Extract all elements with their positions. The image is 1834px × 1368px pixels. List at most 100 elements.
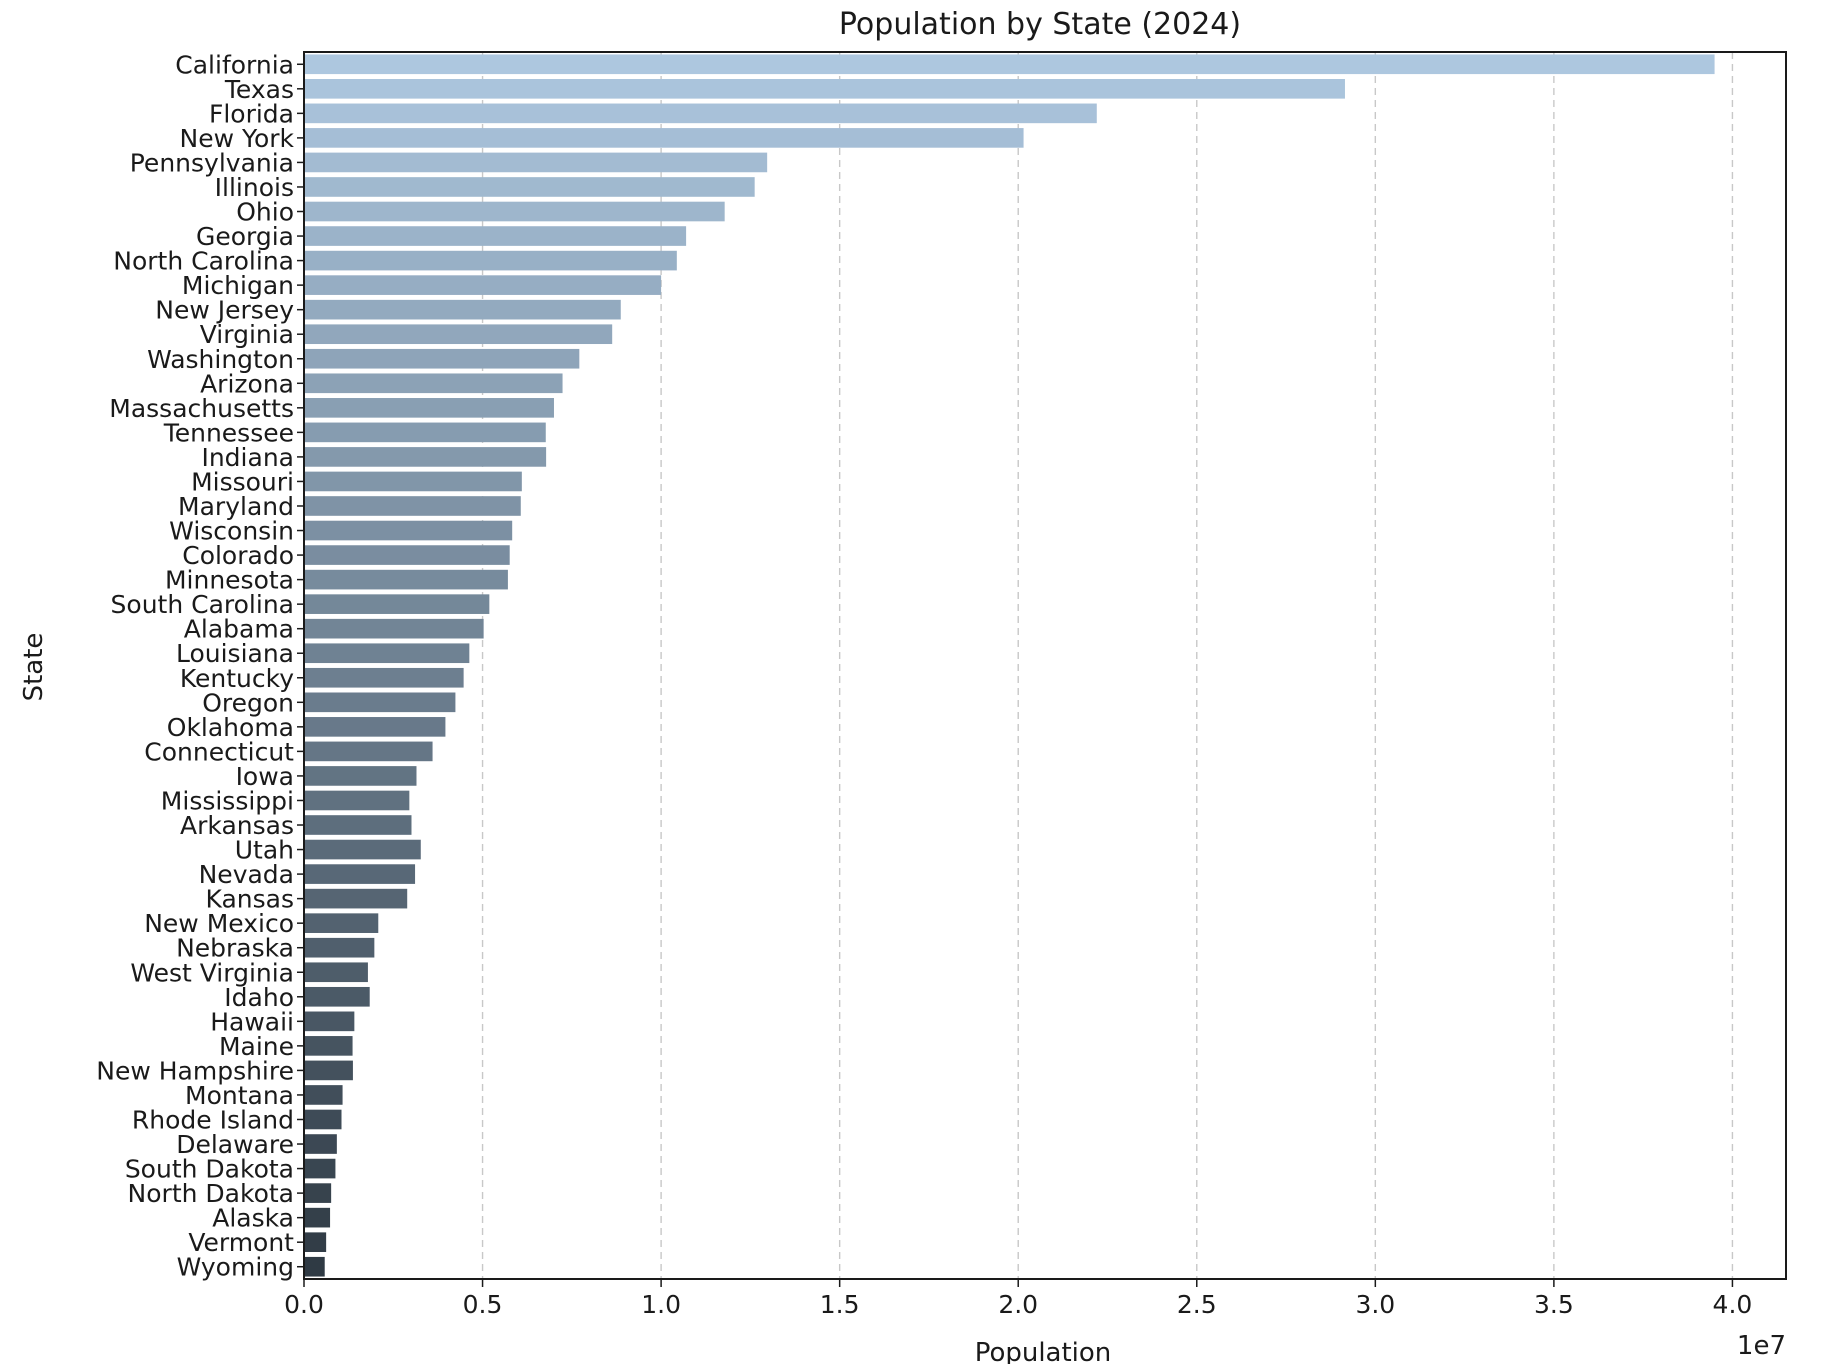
bar bbox=[304, 913, 379, 933]
x-tick-label: 1.5 bbox=[820, 1290, 860, 1319]
bar bbox=[304, 1060, 353, 1081]
bar bbox=[304, 496, 521, 516]
y-tick-label: North Dakota bbox=[128, 1179, 294, 1208]
y-tick-label: Kansas bbox=[206, 885, 295, 914]
bar bbox=[304, 471, 522, 492]
bar bbox=[304, 177, 755, 197]
y-tick-label: North Carolina bbox=[113, 247, 294, 276]
y-tick-label: Washington bbox=[147, 345, 294, 374]
bar bbox=[304, 54, 1715, 75]
y-tick-label: Utah bbox=[235, 836, 294, 865]
bar bbox=[304, 1036, 353, 1056]
bar bbox=[304, 447, 547, 467]
y-tick-label: New Mexico bbox=[144, 909, 294, 938]
bar bbox=[304, 78, 1345, 99]
x-tick-label: 2.5 bbox=[1177, 1290, 1217, 1319]
bar bbox=[304, 1183, 332, 1203]
bar bbox=[304, 520, 513, 541]
y-tick-label: Arizona bbox=[200, 369, 294, 398]
bar bbox=[304, 594, 490, 614]
x-tick-label: 4.0 bbox=[1713, 1290, 1753, 1319]
bar bbox=[304, 1232, 327, 1253]
y-tick-label: Kentucky bbox=[180, 664, 294, 693]
bar bbox=[304, 250, 677, 271]
y-tick-label: Idaho bbox=[224, 983, 294, 1012]
bar bbox=[304, 962, 368, 983]
y-tick-label: Vermont bbox=[188, 1228, 294, 1257]
y-tick-label: California bbox=[175, 50, 294, 79]
x-tick-label: 3.0 bbox=[1355, 1290, 1395, 1319]
bar bbox=[304, 398, 554, 418]
y-tick-label: Delaware bbox=[176, 1130, 294, 1159]
bar bbox=[304, 569, 508, 590]
y-tick-label: Iowa bbox=[236, 762, 294, 791]
x-axis-label: Population bbox=[975, 1338, 1112, 1364]
bar bbox=[304, 128, 1024, 148]
y-tick-label: Rhode Island bbox=[132, 1105, 294, 1134]
bar bbox=[304, 152, 768, 173]
y-tick-label: Louisiana bbox=[176, 639, 294, 668]
y-tick-label: Wyoming bbox=[177, 1253, 294, 1282]
bar bbox=[304, 1158, 336, 1179]
y-tick-label: Maine bbox=[219, 1032, 294, 1061]
y-tick-label: New Jersey bbox=[155, 296, 294, 325]
bar bbox=[304, 888, 408, 909]
bar bbox=[304, 324, 613, 345]
y-tick-label: Hawaii bbox=[210, 1007, 294, 1036]
y-tick-label: South Dakota bbox=[125, 1155, 294, 1184]
y-tick-label: Nebraska bbox=[176, 934, 294, 963]
bar bbox=[304, 1134, 337, 1154]
bar bbox=[304, 275, 662, 295]
y-tick-label: Nevada bbox=[199, 860, 294, 889]
bar bbox=[304, 1109, 342, 1130]
x-ticks: 0.0 0.5 1.0 1.5 2.0 2.5 3.0 3.5 4.0 bbox=[284, 1279, 1752, 1319]
bar bbox=[304, 373, 563, 394]
bar bbox=[304, 692, 456, 713]
bar bbox=[304, 103, 1097, 124]
x-tick-label: 0.5 bbox=[463, 1290, 503, 1319]
bar bbox=[304, 1085, 343, 1105]
bar bbox=[304, 986, 370, 1007]
bar bbox=[304, 839, 421, 860]
bar bbox=[304, 422, 546, 443]
y-tick-label: Minnesota bbox=[165, 566, 294, 595]
bar bbox=[304, 348, 580, 369]
bar bbox=[304, 201, 725, 222]
chart-title: Population by State (2024) bbox=[839, 7, 1241, 42]
y-tick-label: Michigan bbox=[182, 271, 294, 300]
bar bbox=[304, 618, 484, 639]
y-tick-label: Virginia bbox=[200, 320, 294, 349]
bar bbox=[304, 643, 470, 664]
y-tick-label: Massachusetts bbox=[109, 394, 294, 423]
bar bbox=[304, 1256, 325, 1277]
y-tick-label: Missouri bbox=[191, 467, 294, 496]
y-tick-label: Oklahoma bbox=[167, 713, 294, 742]
x-tick-label: 2.0 bbox=[998, 1290, 1038, 1319]
bar bbox=[304, 1011, 355, 1032]
plot-frame bbox=[303, 51, 1787, 1280]
y-tick-label: Alabama bbox=[184, 615, 294, 644]
y-tick-label: Oregon bbox=[202, 688, 294, 717]
bar bbox=[304, 299, 621, 320]
x-axis-offset-label: 1e7 bbox=[1737, 1331, 1786, 1361]
bar bbox=[304, 766, 417, 786]
y-tick-label: Pennsylvania bbox=[130, 148, 294, 177]
y-tick-label: South Carolina bbox=[111, 590, 294, 619]
y-tick-label: Ohio bbox=[236, 198, 294, 227]
y-tick-label: Connecticut bbox=[144, 737, 294, 766]
y-tick-label: Tennessee bbox=[163, 418, 294, 447]
y-tick-label: Colorado bbox=[182, 541, 294, 570]
y-tick-label: Texas bbox=[224, 75, 294, 104]
bar bbox=[304, 815, 412, 835]
bar bbox=[304, 1207, 331, 1228]
y-tick-label: West Virginia bbox=[130, 958, 294, 987]
bars bbox=[304, 54, 1715, 1277]
bar bbox=[304, 741, 433, 762]
x-tick-label: 0.0 bbox=[284, 1290, 324, 1319]
bar bbox=[304, 545, 510, 565]
bar bbox=[304, 226, 687, 246]
y-tick-label: New Hampshire bbox=[96, 1056, 294, 1085]
